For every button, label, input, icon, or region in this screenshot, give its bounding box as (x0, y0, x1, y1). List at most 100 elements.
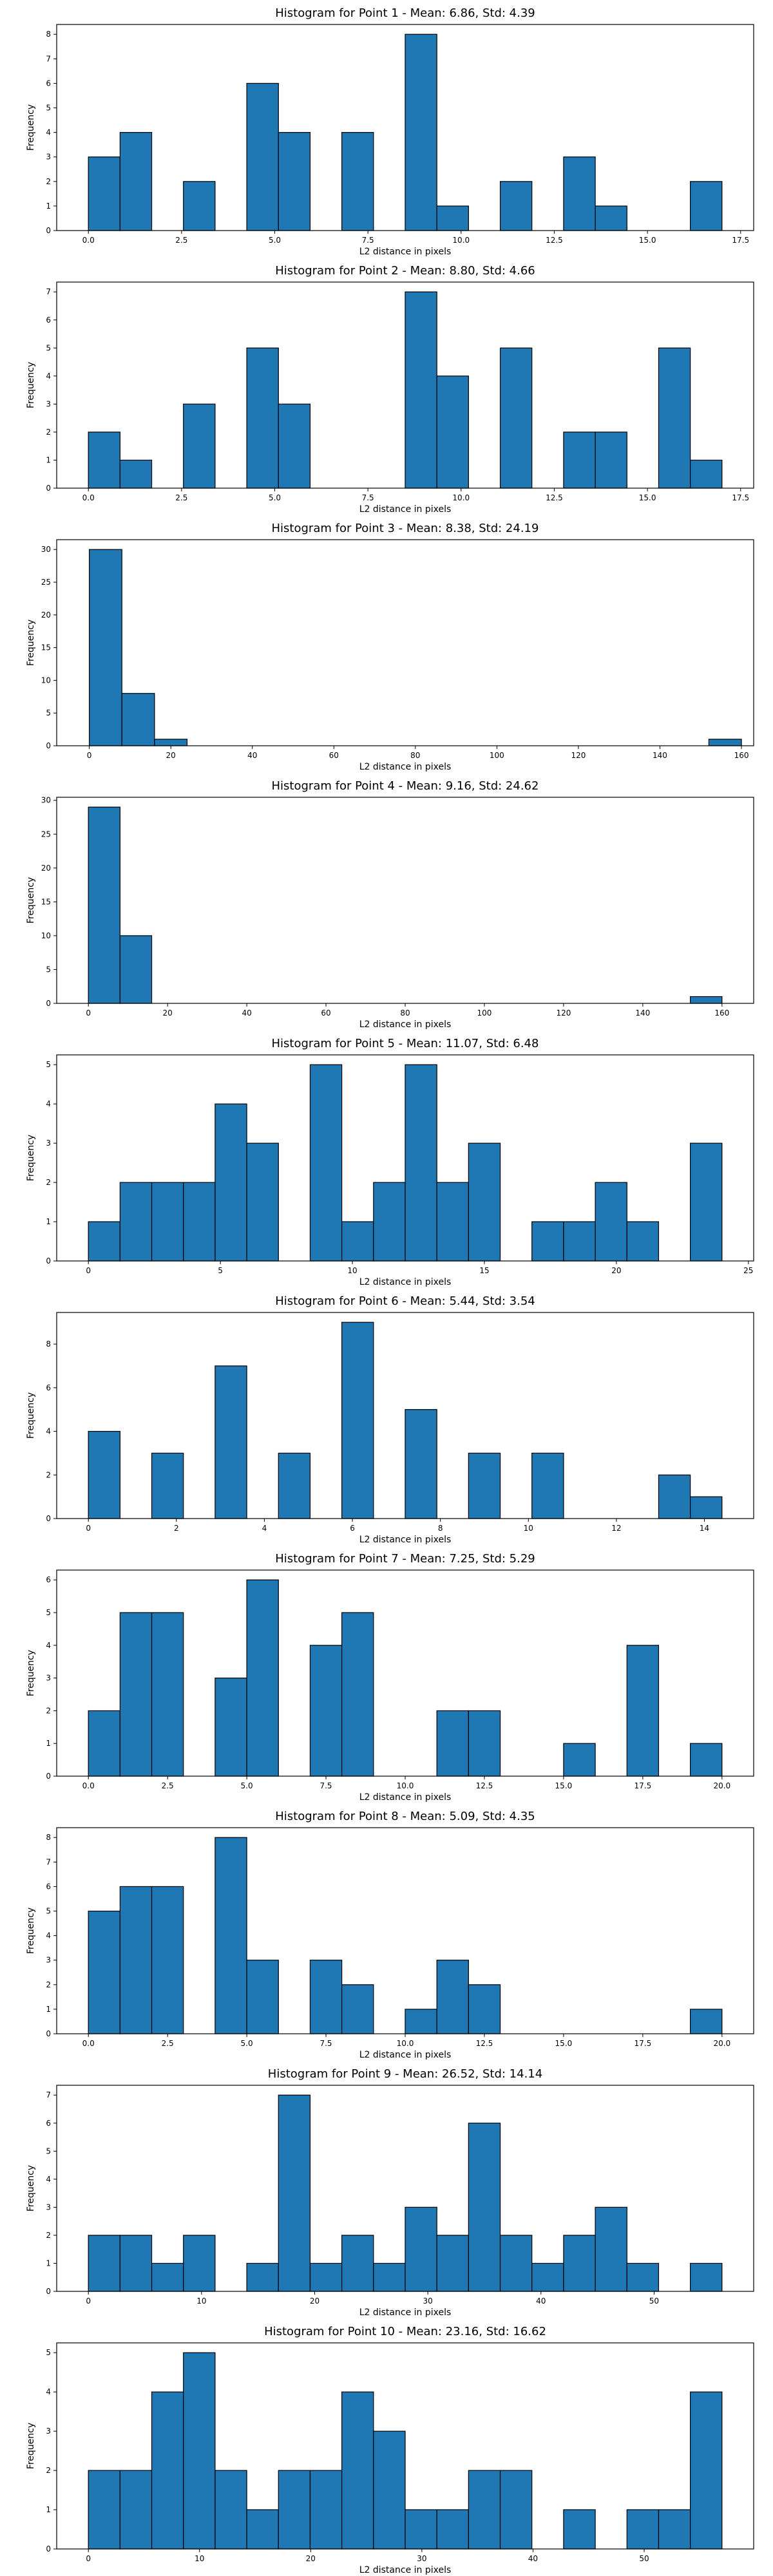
histogram-bar (215, 1103, 247, 1262)
histogram-chart-5: Histogram for Point 5 - Mean: 11.07, Std… (26, 1037, 754, 1287)
histogram-bar (88, 1710, 120, 1777)
x-tick-label: 20 (611, 1266, 621, 1275)
histogram-bar (246, 82, 279, 231)
histogram-bar (499, 2235, 533, 2292)
plot-frame (56, 1054, 754, 1262)
y-tick-label: 1 (46, 2259, 51, 2268)
histogram-bar (436, 375, 469, 489)
histogram-bar (88, 1221, 120, 1262)
x-axis-label: L2 distance in pixels (359, 1019, 452, 1030)
histogram-chart-7: Histogram for Point 7 - Mean: 7.25, Std:… (26, 1552, 754, 1803)
x-tick-label: 10 (347, 1266, 357, 1275)
histogram-bar (119, 935, 153, 1004)
x-tick-label: 120 (556, 1009, 571, 1018)
chart-title: Histogram for Point 10 - Mean: 23.16, St… (264, 2325, 546, 2338)
y-tick-label: 20 (41, 611, 51, 620)
histogram-bar (595, 431, 627, 489)
histogram-bar (119, 132, 153, 231)
chart-title: Histogram for Point 6 - Mean: 5.44, Std:… (275, 1294, 535, 1308)
histogram-bar (436, 1960, 469, 2034)
y-tick-label: 5 (46, 1060, 51, 1069)
histogram-bar (341, 2391, 374, 2550)
histogram-bar (405, 1409, 437, 1519)
x-tick-label: 10.0 (452, 236, 470, 245)
x-tick-label: 6 (350, 1524, 355, 1533)
histogram-bar (309, 1960, 343, 2034)
y-tick-label: 2 (46, 1470, 51, 1479)
y-tick-label: 5 (46, 965, 51, 974)
y-tick-label: 25 (41, 829, 51, 838)
x-tick-label: 40 (247, 751, 257, 760)
histogram-bar (690, 2262, 723, 2292)
plot-frame (56, 24, 754, 231)
y-tick-label: 1 (46, 455, 51, 464)
bars (88, 33, 723, 231)
histogram-bar (88, 156, 120, 231)
histogram-bar (436, 1710, 469, 1777)
y-tick-label: 2 (46, 2466, 51, 2475)
histogram-bar (690, 1496, 723, 1519)
histogram-bar (708, 739, 742, 746)
histogram-bar (309, 1645, 343, 1777)
y-tick-label: 0 (46, 226, 51, 235)
y-tick-label: 0 (46, 1514, 51, 1523)
y-axis-label: Frequency (26, 2165, 36, 2211)
y-tick-label: 3 (46, 1956, 51, 1965)
x-tick-label: 0 (86, 1524, 91, 1533)
y-tick-label: 3 (46, 2202, 51, 2211)
chart-title: Histogram for Point 1 - Mean: 6.86, Std:… (275, 6, 535, 20)
bars (88, 1837, 723, 2034)
y-tick-label: 2 (46, 177, 51, 186)
histogram-bar (658, 2509, 691, 2550)
bars (89, 549, 742, 746)
y-axis-label: Frequency (26, 2423, 36, 2469)
x-tick-label: 50 (649, 2297, 659, 2306)
y-tick-label: 1 (46, 1739, 51, 1748)
histogram-bar (690, 1142, 723, 1262)
x-tick-label: 10.0 (397, 1781, 414, 1790)
plot-frame (56, 1312, 754, 1519)
histogram-bar (215, 1678, 247, 1777)
y-tick-label: 30 (41, 545, 51, 554)
x-tick-label: 7.5 (320, 2039, 332, 2048)
histogram-chart-6: Histogram for Point 6 - Mean: 5.44, Std:… (26, 1294, 754, 1545)
y-tick-label: 1 (46, 2005, 51, 2014)
x-tick-label: 80 (410, 751, 420, 760)
histogram-bar (595, 205, 627, 231)
y-tick-label: 3 (46, 1139, 51, 1148)
histogram-bar (88, 806, 120, 1004)
y-tick-label: 2 (46, 1980, 51, 1989)
y-tick-label: 4 (46, 372, 51, 381)
x-tick-label: 160 (734, 751, 749, 760)
y-tick-label: 4 (46, 1099, 51, 1108)
y-tick-label: 5 (46, 1907, 51, 1916)
x-tick-label: 80 (400, 1009, 410, 1018)
histogram-bar (690, 2391, 723, 2550)
x-tick-label: 2.5 (175, 236, 187, 245)
x-tick-label: 140 (635, 1009, 650, 1018)
histogram-bar (309, 2470, 343, 2550)
histogram-bar (151, 2262, 184, 2292)
histogram-bar (563, 2235, 596, 2292)
x-tick-label: 30 (423, 2297, 432, 2306)
x-tick-label: 0 (86, 2297, 91, 2306)
x-tick-label: 40 (536, 2297, 546, 2306)
histogram-bar (88, 2470, 120, 2550)
histogram-bar (626, 1221, 660, 1262)
histogram-bar (405, 2206, 437, 2292)
histogram-bar (563, 2509, 596, 2550)
bars (88, 2094, 723, 2292)
bars (88, 1064, 723, 1262)
x-axis-label: L2 distance in pixels (359, 504, 452, 515)
y-tick-label: 0 (46, 2029, 51, 2038)
y-tick-label: 25 (41, 578, 51, 587)
histogram-bar (154, 739, 188, 746)
y-tick-label: 4 (46, 2387, 51, 2396)
x-tick-label: 2.5 (162, 2039, 174, 2048)
x-tick-label: 10 (195, 2554, 204, 2563)
histogram-bar (468, 2123, 501, 2292)
histogram-bar (341, 2235, 374, 2292)
y-tick-label: 0 (46, 1256, 51, 1265)
y-tick-label: 0 (46, 2544, 51, 2553)
y-tick-label: 2 (46, 2231, 51, 2240)
